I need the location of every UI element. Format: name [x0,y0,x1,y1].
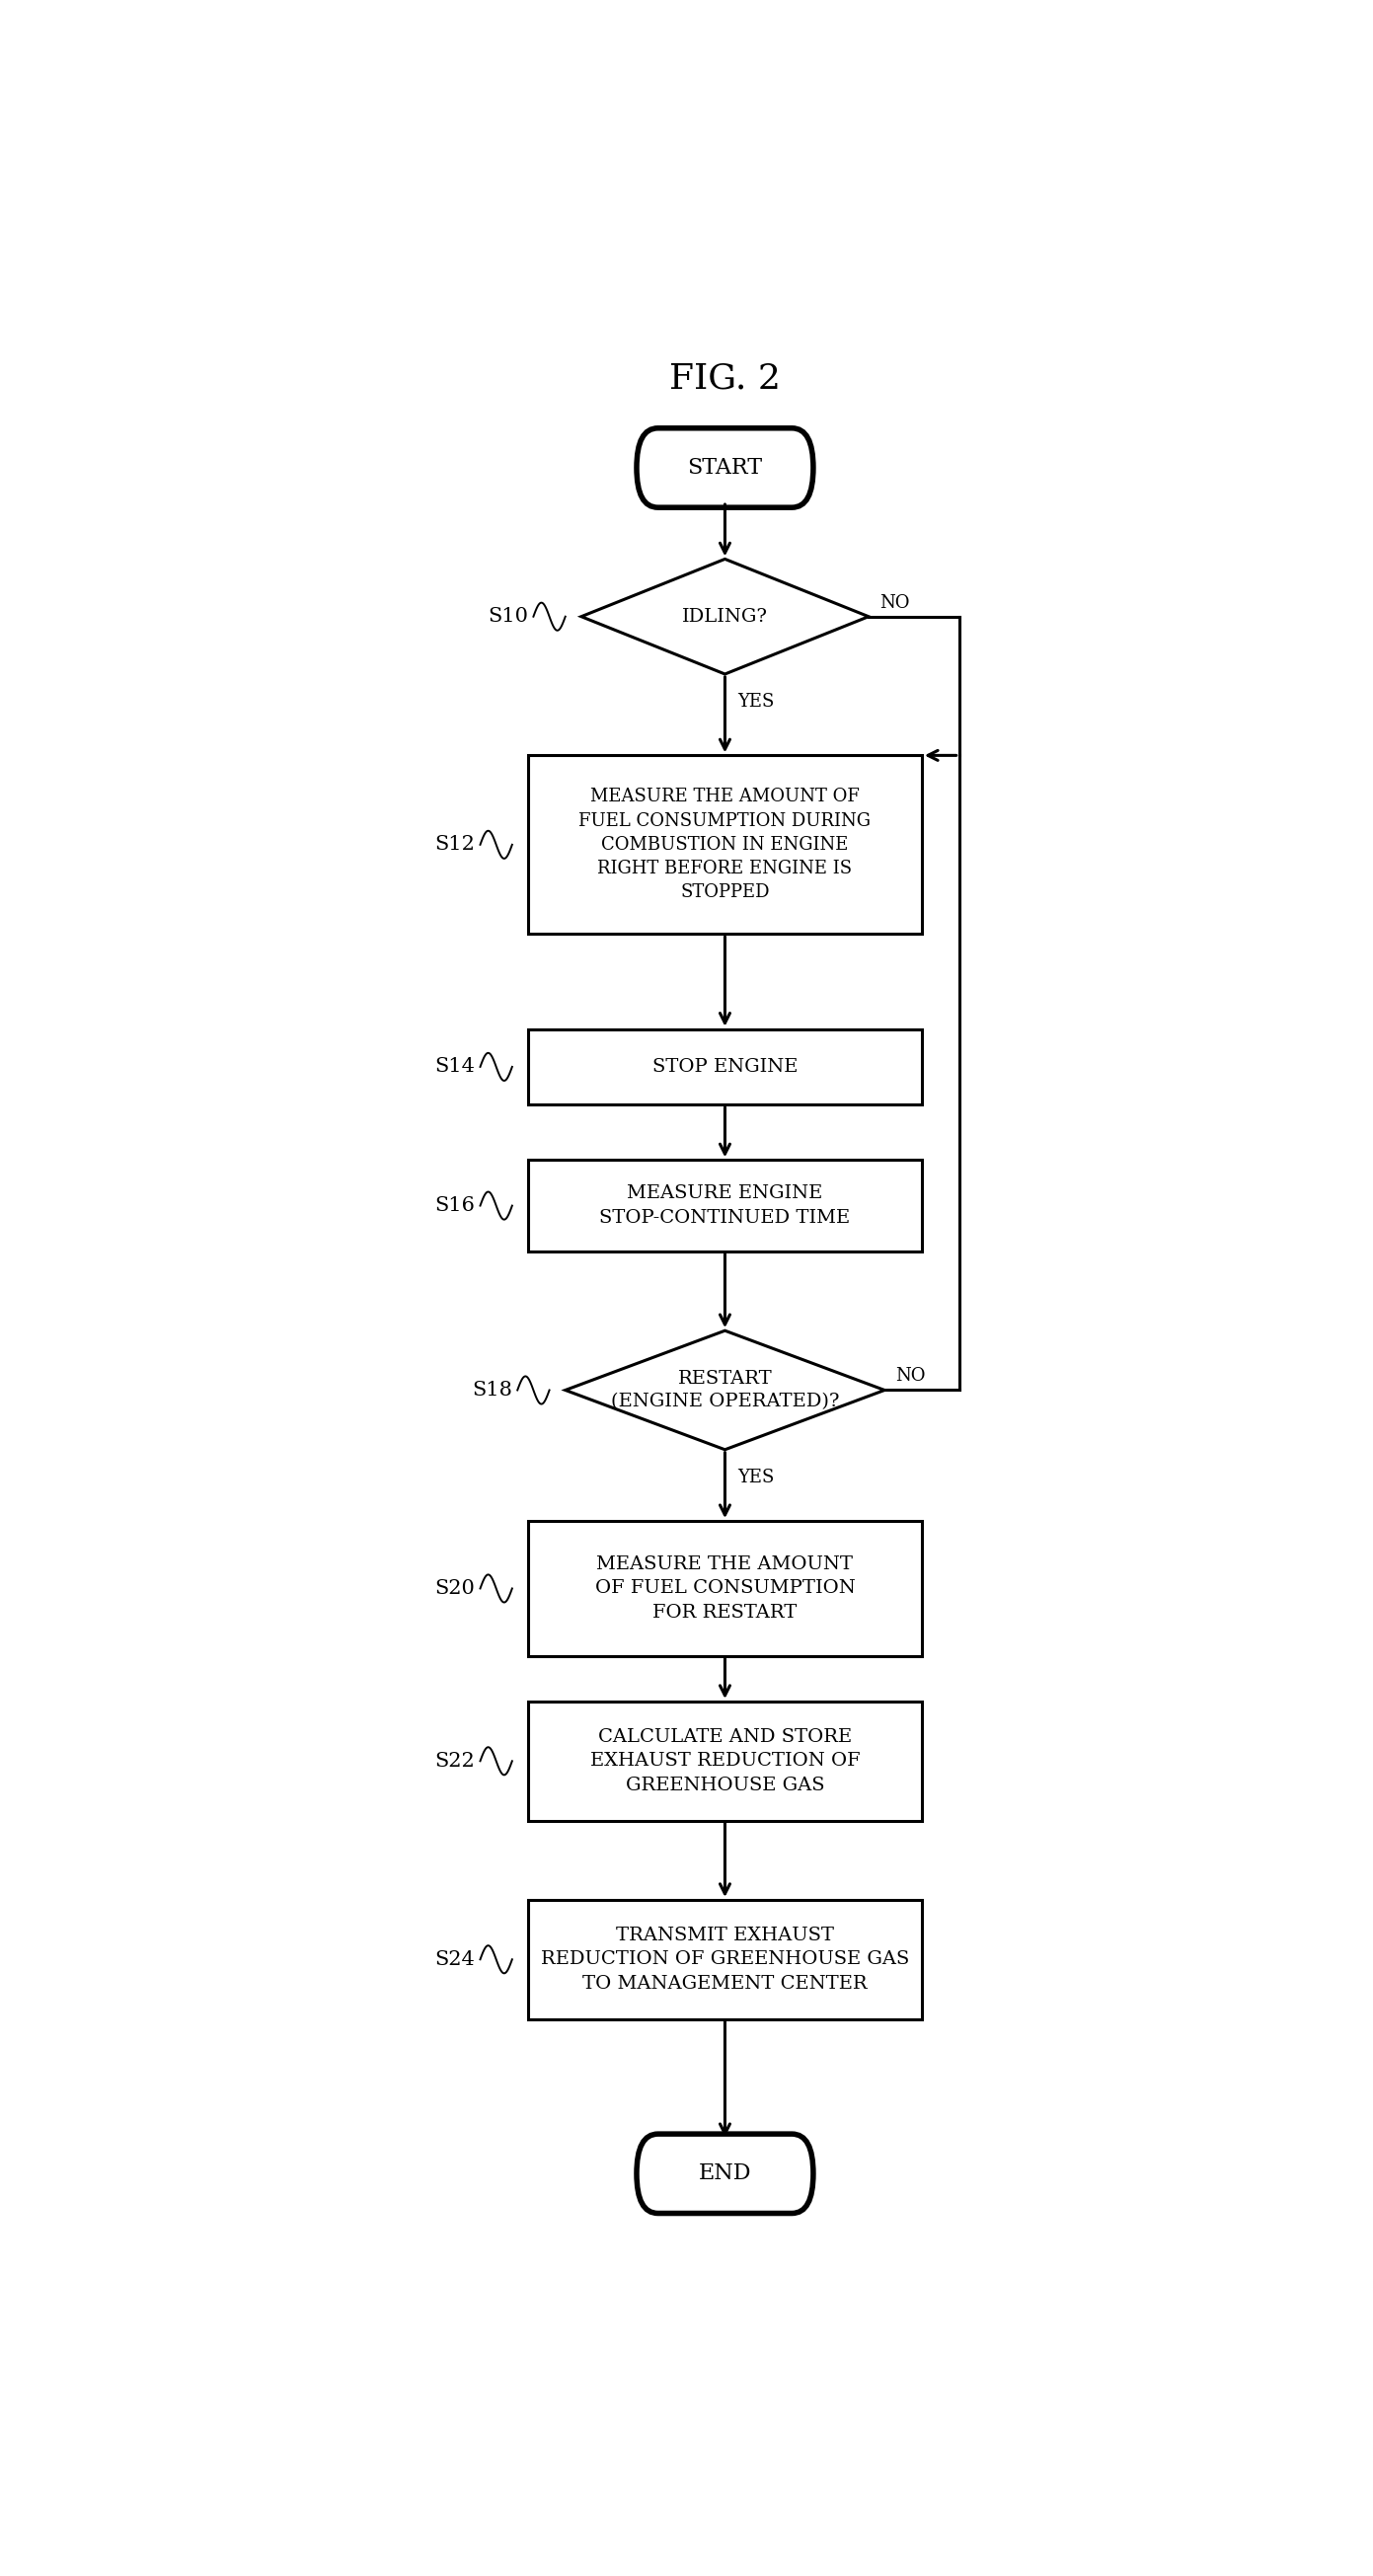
Text: TRANSMIT EXHAUST
REDUCTION OF GREENHOUSE GAS
TO MANAGEMENT CENTER: TRANSMIT EXHAUST REDUCTION OF GREENHOUSE… [541,1927,909,1991]
Polygon shape [581,559,869,675]
Text: RESTART
(ENGINE OPERATED)?: RESTART (ENGINE OPERATED)? [611,1370,839,1409]
Text: FIG. 2: FIG. 2 [669,361,781,394]
Text: S24: S24 [435,1950,475,1968]
Text: NO: NO [895,1368,925,1386]
Bar [529,1703,921,1821]
Bar [529,1159,921,1252]
Text: S14: S14 [434,1059,475,1077]
Text: MEASURE ENGINE
STOP-CONTINUED TIME: MEASURE ENGINE STOP-CONTINUED TIME [600,1185,850,1226]
Text: START: START [688,456,762,479]
Polygon shape [566,1332,884,1450]
Text: S10: S10 [487,608,529,626]
Text: S16: S16 [434,1195,475,1216]
Text: END: END [699,2164,751,2184]
Bar [529,755,921,935]
Text: YES: YES [737,693,774,711]
Text: S12: S12 [434,835,475,855]
Bar [529,1030,921,1105]
Text: S20: S20 [434,1579,475,1597]
Text: MEASURE THE AMOUNT
OF FUEL CONSUMPTION
FOR RESTART: MEASURE THE AMOUNT OF FUEL CONSUMPTION F… [595,1556,855,1620]
Bar [529,1901,921,2020]
Text: S22: S22 [435,1752,475,1770]
Text: STOP ENGINE: STOP ENGINE [652,1059,798,1077]
Text: YES: YES [737,1468,774,1486]
FancyBboxPatch shape [637,2133,813,2213]
Text: S18: S18 [472,1381,512,1399]
Text: NO: NO [879,595,909,611]
Text: MEASURE THE AMOUNT OF
FUEL CONSUMPTION DURING
COMBUSTION IN ENGINE
RIGHT BEFORE : MEASURE THE AMOUNT OF FUEL CONSUMPTION D… [579,788,870,902]
FancyBboxPatch shape [637,428,813,507]
Text: IDLING?: IDLING? [682,608,768,626]
Bar [529,1520,921,1656]
Text: CALCULATE AND STORE
EXHAUST REDUCTION OF
GREENHOUSE GAS: CALCULATE AND STORE EXHAUST REDUCTION OF… [590,1728,859,1793]
